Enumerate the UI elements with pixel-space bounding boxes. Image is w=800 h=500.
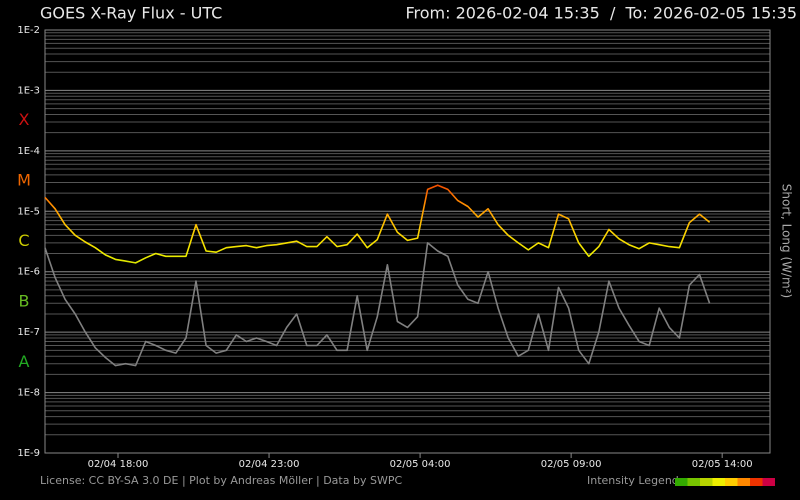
y-tick-label: 1E-4: [17, 146, 40, 157]
x-tick-label: 02/05 04:00: [390, 459, 451, 470]
y-tick-label: 1E-6: [17, 267, 40, 278]
flare-class-label: X: [19, 110, 30, 129]
legend-swatch: [687, 478, 700, 486]
flare-class-label: M: [17, 171, 31, 190]
y-tick-label: 1E-3: [17, 85, 40, 96]
x-tick-label: 02/04 18:00: [88, 459, 149, 470]
x-tick-label: 02/05 14:00: [692, 459, 753, 470]
legend-label: Intensity Legend: [587, 474, 679, 487]
legend-swatch: [712, 478, 725, 486]
legend-swatch: [700, 478, 713, 486]
x-tick-label: 02/04 23:00: [239, 459, 300, 470]
flare-class-label: B: [19, 291, 30, 310]
flare-class-label: C: [18, 231, 29, 250]
footer: License: CC BY-SA 3.0 DE | Plot by Andre…: [40, 474, 402, 487]
legend-swatch: [762, 478, 775, 486]
y-tick-label: 1E-8: [17, 388, 40, 399]
y-tick-label: 1E-9: [17, 448, 40, 459]
y-tick-label: 1E-2: [17, 25, 40, 36]
plot-frame: [44, 29, 771, 454]
y-tick-label: 1E-5: [17, 206, 40, 217]
legend-swatch: [750, 478, 763, 486]
series-line: [44, 242, 711, 367]
series-line: [44, 184, 711, 264]
flare-class-label: A: [19, 352, 30, 371]
legend-swatch: [675, 478, 688, 486]
y-axis-label: Short, Long (W/m²): [780, 184, 794, 298]
y-tick-label: 1E-7: [17, 327, 40, 338]
x-tick-label: 02/05 09:00: [541, 459, 602, 470]
range-label: From: 2026-02-04 15:35 / To: 2026-02-05 …: [405, 4, 797, 23]
chart-title: GOES X-Ray Flux - UTC: [40, 4, 222, 23]
legend-swatch: [737, 478, 750, 486]
legend-swatch: [725, 478, 738, 486]
